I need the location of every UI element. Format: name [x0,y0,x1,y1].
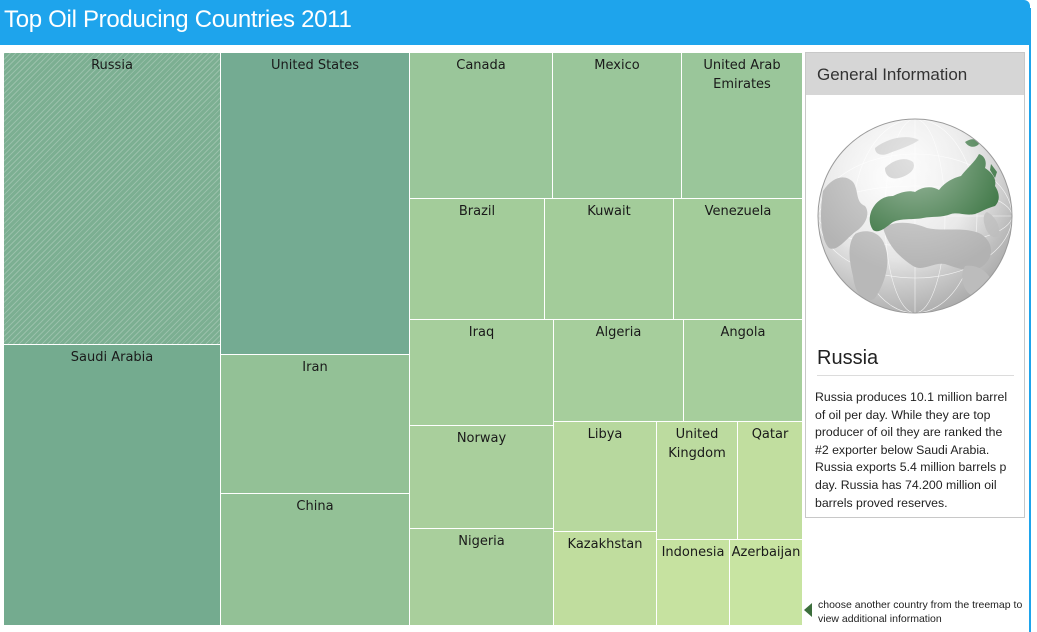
selected-country-name: Russia [817,347,1014,376]
tile-united-arab-emirates[interactable]: United Arab Emirates [681,52,803,199]
tile-label: Indonesia [661,545,725,560]
tile-algeria[interactable]: Algeria [553,319,684,422]
tile-label: Nigeria [458,534,505,549]
tile-venezuela[interactable]: Venezuela [673,198,803,320]
tile-iran[interactable]: Iran [220,354,410,494]
tile-label: China [296,499,334,514]
general-information-panel: General Information [805,52,1025,518]
tile-label: United Kingdom [668,427,726,461]
tile-united-kingdom[interactable]: United Kingdom [656,421,738,540]
tile-qatar[interactable]: Qatar [737,421,803,540]
page-title: Top Oil Producing Countries 2011 [4,6,352,33]
tile-iraq[interactable]: Iraq [409,319,554,426]
tile-azerbaijan[interactable]: Azerbaijan [729,539,803,626]
tile-label: Mexico [594,58,640,73]
tile-angola[interactable]: Angola [683,319,803,422]
tile-label: United States [270,58,360,73]
tile-kuwait[interactable]: Kuwait [544,198,674,320]
tile-nigeria[interactable]: Nigeria [409,528,554,626]
panel-header: General Information [806,53,1024,95]
tile-label: Iraq [468,325,495,340]
tile-china[interactable]: China [220,493,410,626]
tile-united-states[interactable]: United States [220,52,410,355]
tile-kazakhstan[interactable]: Kazakhstan [553,531,657,626]
tile-label: United Arab Emirates [703,58,781,92]
treemap: Russia Saudi Arabia United States Iran C… [0,50,805,630]
title-bar: Top Oil Producing Countries 2011 [0,0,1030,45]
window-edge [1029,8,1031,632]
country-description: Russia produces 10.1 million barrel of o… [815,390,1008,510]
tile-label: Norway [456,431,507,446]
tile-label: Kazakhstan [567,537,643,552]
tile-mexico[interactable]: Mexico [552,52,682,199]
tile-russia[interactable]: Russia [3,52,221,345]
tile-label: Iran [302,360,328,375]
tile-label: Kuwait [587,204,631,219]
tile-label: Azerbaijan [731,545,801,560]
tile-indonesia[interactable]: Indonesia [656,539,730,626]
arrow-left-icon [804,603,812,617]
tile-norway[interactable]: Norway [409,425,554,529]
tile-label: Brazil [458,204,496,219]
tile-saudi-arabia[interactable]: Saudi Arabia [3,344,221,626]
tile-label: Algeria [595,325,642,340]
globe-map-icon [815,116,1015,320]
tile-label: Russia [91,58,133,73]
tile-label: Saudi Arabia [70,350,154,365]
tile-label: Angola [720,325,766,340]
tile-label: Venezuela [704,204,772,219]
tile-brazil[interactable]: Brazil [409,198,545,320]
tile-canada[interactable]: Canada [409,52,553,199]
tile-label: Canada [456,58,506,73]
tile-libya[interactable]: Libya [553,421,657,532]
hint-text: choose another country from the treemap … [818,599,1023,625]
tile-label: Qatar [751,427,789,442]
tile-label: Libya [587,427,623,442]
